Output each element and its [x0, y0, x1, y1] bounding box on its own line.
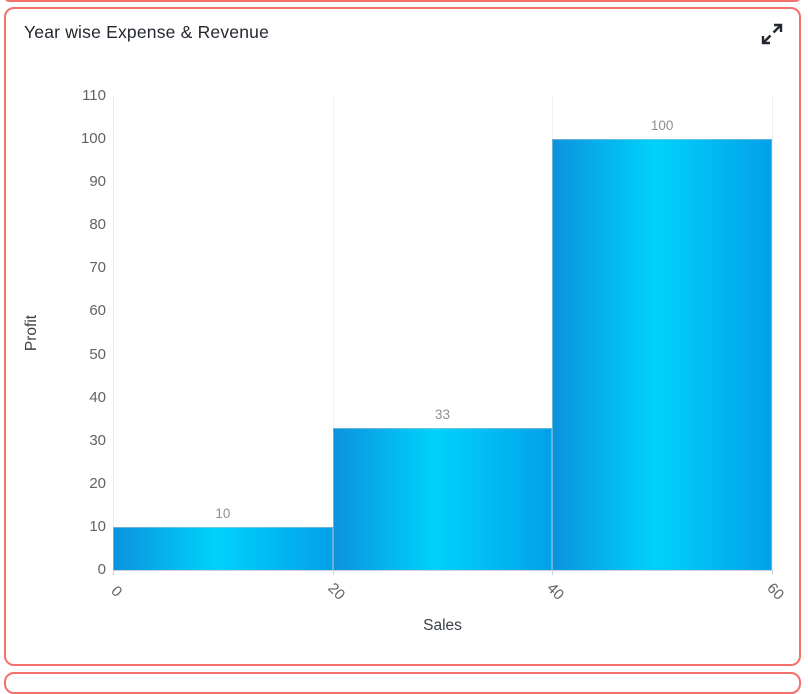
y-axis-tick-label: 0 — [97, 561, 106, 578]
y-axis-tick-label: 40 — [89, 388, 106, 406]
y-axis-tick-label: 100 — [80, 130, 106, 148]
x-gridline — [772, 96, 773, 570]
bar-series-column[interactable] — [552, 139, 772, 570]
x-gridline — [332, 96, 334, 570]
y-axis-tick-label: 110 — [82, 87, 106, 104]
y-axis-tick-label: 50 — [89, 345, 106, 363]
chart-card: Year wise Expense & Revenue 10 33 100 0 20 40… — [4, 7, 801, 666]
y-axis-tick-label: 20 — [89, 474, 106, 492]
y-axis-line — [113, 96, 114, 570]
x-axis-tick-mark — [772, 570, 773, 575]
y-axis-title: Profit — [23, 314, 40, 352]
x-axis-tick-mark — [113, 570, 114, 575]
x-axis-title: Sales — [423, 617, 462, 634]
bar-value-label: 33 — [434, 406, 451, 422]
x-axis-tick-label: 20 — [324, 579, 348, 604]
y-axis-tick-label: 10 — [89, 517, 106, 535]
bar-series-column[interactable] — [113, 526, 333, 570]
bar-value-label: 10 — [215, 505, 231, 521]
adjacent-card-below-edge — [4, 672, 801, 694]
x-axis-line — [113, 570, 773, 571]
bar-value-label: 100 — [650, 118, 674, 134]
bar-series-column[interactable] — [332, 427, 553, 570]
expand-icon — [761, 23, 783, 45]
y-axis-tick-label: 70 — [89, 259, 106, 277]
y-axis-tick-label: 60 — [89, 302, 106, 320]
x-axis-tick-label: 40 — [543, 579, 568, 604]
y-axis-tick-label: 90 — [89, 173, 106, 191]
x-axis-tick-mark — [332, 570, 334, 575]
x-axis-tick-label: 60 — [763, 579, 788, 604]
bar-chart: 10 33 100 0 20 40 60 0 10 20 30 40 50 60 70 80 90 100 110 P… — [6, 9, 799, 664]
expand-button[interactable] — [757, 20, 787, 50]
x-axis-tick-mark — [552, 570, 554, 575]
card-title: Year wise Expense & Revenue — [24, 22, 270, 42]
y-axis-tick-label: 30 — [89, 431, 106, 449]
adjacent-card-above-edge — [4, 0, 801, 2]
y-axis-tick-label: 80 — [89, 216, 106, 234]
